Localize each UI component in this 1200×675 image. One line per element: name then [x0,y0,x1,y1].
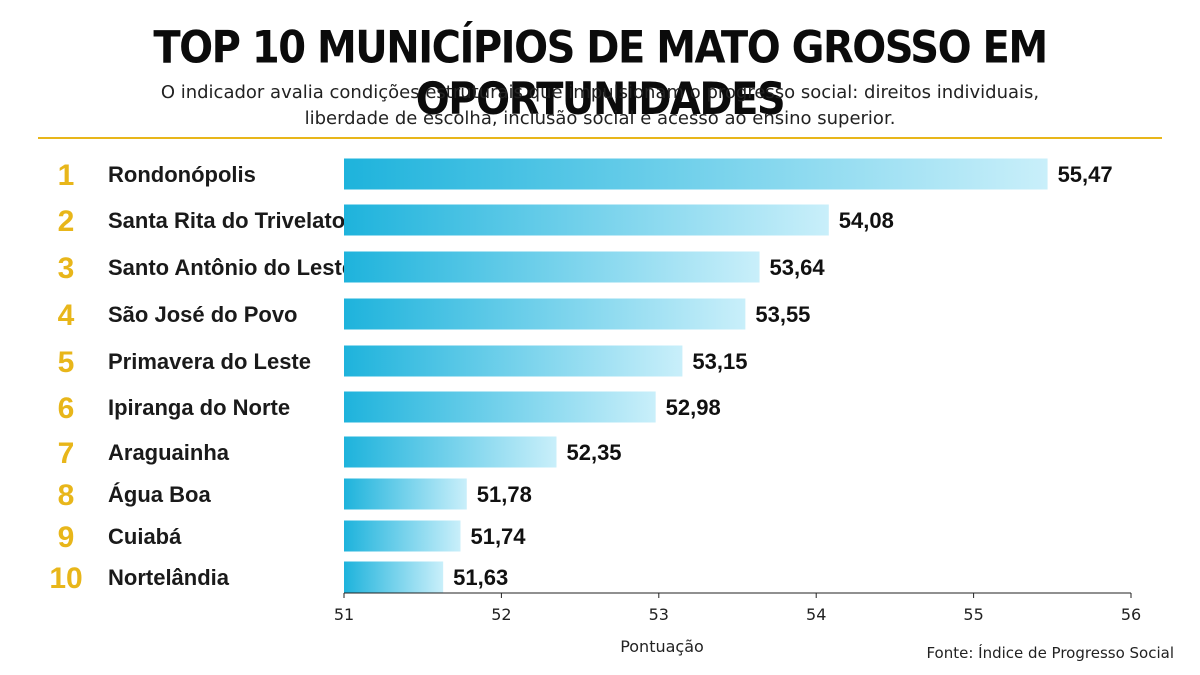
x-tick-label: 55 [963,605,983,624]
category-label: Ipiranga do Norte [108,395,290,420]
x-tick-label: 54 [806,605,826,624]
x-tick-label: 52 [491,605,511,624]
data-label: 55,47 [1058,162,1113,187]
bar [344,436,557,468]
data-label: 52,35 [566,440,621,465]
bar [344,478,467,510]
data-label: 52,98 [666,395,721,420]
rank-number: 2 [58,205,75,238]
category-label: Araguainha [108,440,230,465]
bar-row: 2 Santa Rita do Trivelato 54,08 [58,204,894,238]
bar-row: 6 Ipiranga do Norte 52,98 [58,391,721,425]
rank-number: 3 [58,252,75,285]
data-label: 53,64 [770,255,826,280]
rank-number: 10 [49,562,82,595]
bar [344,391,656,423]
rank-number: 9 [58,521,75,554]
bar [344,204,829,236]
category-label: Santo Antônio do Leste [108,255,354,280]
x-tick-label: 56 [1121,605,1141,624]
bar [344,251,760,283]
bar [344,158,1048,190]
category-label: Primavera do Leste [108,349,311,374]
category-label: Nortelândia [108,565,230,590]
category-label: Cuiabá [108,524,182,549]
bar [344,298,746,330]
rank-number: 6 [58,392,75,425]
bar-row: 9 Cuiabá 51,74 [58,520,526,554]
bar-row: 3 Santo Antônio do Leste 53,64 [58,251,826,285]
rank-number: 4 [58,299,75,332]
category-label: Água Boa [108,482,211,507]
bar [344,561,444,593]
title-divider [38,137,1162,139]
data-label: 51,74 [470,524,526,549]
bar-row: 7 Araguainha 52,35 [58,436,622,470]
data-label: 53,55 [755,302,810,327]
bar [344,345,683,377]
bar-row: 4 São José do Povo 53,55 [58,298,810,332]
source-note: Fonte: Índice de Progresso Social [926,644,1174,662]
category-label: Santa Rita do Trivelato [108,208,345,233]
x-axis: 51 52 53 54 55 56 [334,592,1141,624]
chart-title: TOP 10 MUNICÍPIOS DE MATO GROSSO EM OPOR… [153,22,1048,126]
data-label: 51,63 [453,565,508,590]
category-label: São José do Povo [108,302,298,327]
category-label: Rondonópolis [108,162,256,187]
rank-number: 5 [58,346,75,379]
x-axis-label: Pontuação [620,637,704,656]
bar-row: 8 Água Boa 51,78 [58,478,532,512]
bar-row: 5 Primavera do Leste 53,15 [58,345,747,379]
x-tick-label: 51 [334,605,354,624]
rank-number: 7 [58,437,75,470]
x-tick-label: 53 [649,605,669,624]
bars-layer: 1 Rondonópolis 55,47 2 Santa Rita do Trivela… [49,158,1113,595]
bar [344,520,461,552]
data-label: 53,15 [692,349,747,374]
bar-row: 10 Nortelândia 51,63 [49,561,508,595]
bar-row: 1 Rondonópolis 55,47 [58,158,1113,192]
chart-subtitle: O indicador avalia condições estruturais… [160,82,1040,129]
data-label: 54,08 [839,208,894,233]
data-label: 51,78 [477,482,532,507]
rank-number: 8 [58,479,75,512]
rank-number: 1 [58,159,75,192]
